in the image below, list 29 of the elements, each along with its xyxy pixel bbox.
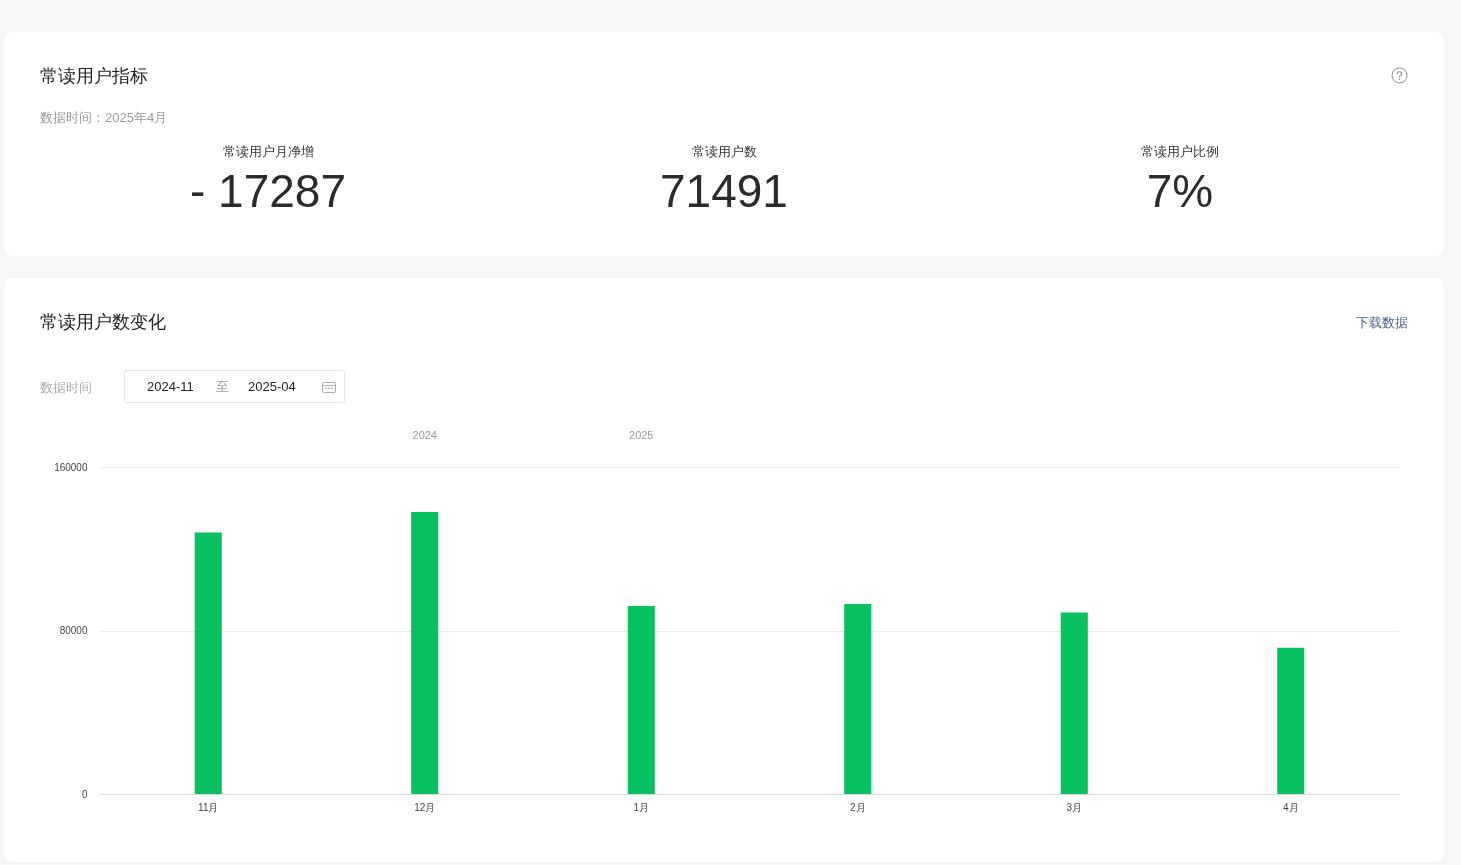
text: 71491 [660, 164, 788, 218]
text: 2024 [412, 429, 437, 441]
bar [194, 532, 222, 794]
y-tick-label: 160000 [54, 461, 88, 473]
x-tick-label: 11月 [198, 801, 219, 813]
x-tick-label: 3月 [1066, 801, 1083, 813]
text: 常读用户比例 [1141, 143, 1219, 161]
date-range-field: 2024-11 至 2025-04 [124, 370, 345, 403]
text: 常读用户指标 [40, 65, 148, 88]
text: 下载数据 [1356, 314, 1408, 332]
bar [844, 603, 872, 794]
text: 数据时间 [40, 379, 92, 397]
x-tick-label: 4月 [1282, 801, 1299, 813]
text: 常读用户数 [691, 143, 757, 161]
bar [1277, 647, 1305, 794]
text: 2025 [629, 429, 654, 441]
x-tick-label: 2月 [849, 801, 866, 813]
bar [411, 511, 439, 794]
text: 7% [1146, 164, 1214, 218]
y-tick-label: 0 [81, 788, 88, 800]
bar [627, 605, 655, 794]
text: - 17287 [189, 164, 346, 218]
x-tick-label: 1月 [633, 801, 650, 813]
y-tick-label: 80000 [59, 625, 88, 636]
text: 数据时间：2025年4月 [40, 109, 168, 127]
chart-title: 常读用户数变化 [40, 311, 166, 334]
x-tick-label: 12月 [414, 801, 436, 813]
text: 常读用户月净增 [222, 143, 314, 161]
bar [1060, 612, 1088, 794]
